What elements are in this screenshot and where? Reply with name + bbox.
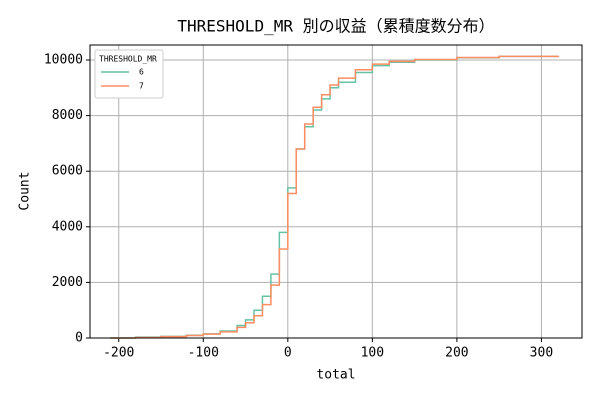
- x-tick-label: 0: [284, 346, 292, 361]
- y-tick-label: 0: [75, 331, 83, 346]
- y-tick-label: 10000: [44, 53, 83, 68]
- legend-title: THRESHOLD_MR: [99, 55, 157, 64]
- step-line: [110, 55, 560, 339]
- y-tick-label: 8000: [52, 108, 83, 123]
- y-tick-label: 6000: [52, 164, 83, 179]
- x-axis-label: total: [316, 368, 355, 383]
- x-tick-label: 300: [530, 346, 553, 361]
- x-tick-label: -100: [188, 346, 219, 361]
- chart-title: THRESHOLD_MR 別の収益（累積度数分布）: [177, 17, 494, 36]
- legend-label: 7: [139, 82, 144, 91]
- plot-frame: [89, 44, 583, 339]
- x-tick-label: -200: [103, 346, 134, 361]
- x-tick-label: 200: [445, 346, 468, 361]
- y-axis-label: Count: [18, 171, 33, 210]
- y-tick-label: 2000: [52, 275, 83, 290]
- y-tick-label: 4000: [52, 219, 83, 234]
- legend-label: 6: [139, 68, 144, 77]
- x-tick-label: 100: [361, 346, 384, 361]
